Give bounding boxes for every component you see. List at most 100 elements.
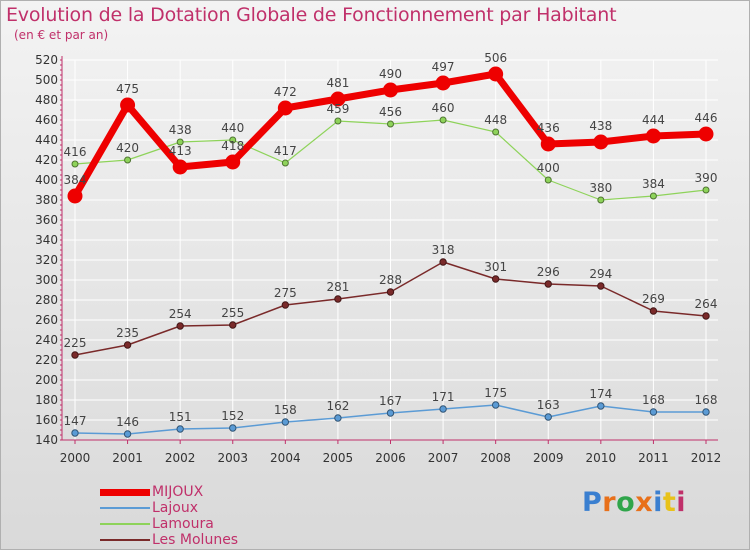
- data-label-lamoura: 380: [589, 181, 612, 195]
- legend-swatch: [100, 507, 150, 509]
- data-point-lajoux: [597, 402, 605, 410]
- y-tick-label: 280: [35, 293, 58, 307]
- data-label-mijoux: 506: [484, 51, 507, 65]
- x-tick-label: 2008: [480, 451, 511, 465]
- y-tick-label: 420: [35, 153, 58, 167]
- data-label-lajoux: 167: [379, 394, 402, 408]
- y-tick-label: 180: [35, 393, 58, 407]
- data-point-mijoux: [435, 75, 451, 91]
- data-label-lamoura: 416: [64, 145, 87, 159]
- y-tick-label: 520: [35, 53, 58, 67]
- data-label-lajoux: 174: [589, 387, 612, 401]
- legend-label: MIJOUX: [152, 484, 204, 500]
- data-point-les-molunes: [281, 301, 290, 309]
- data-point-mijoux: [67, 188, 83, 204]
- data-label-lajoux: 162: [326, 399, 349, 413]
- legend-swatch: [100, 539, 150, 541]
- data-label-les-molunes: 281: [326, 280, 349, 294]
- data-label-lamoura: 460: [432, 101, 455, 115]
- data-point-lajoux: [439, 405, 447, 413]
- y-tick-label: 240: [35, 333, 58, 347]
- data-label-les-molunes: 318: [432, 243, 455, 257]
- x-tick-label: 2011: [638, 451, 669, 465]
- data-point-mijoux: [488, 66, 504, 82]
- x-tick-label: 2001: [112, 451, 143, 465]
- data-label-mijoux: 438: [589, 119, 612, 133]
- data-point-lamoura: [387, 120, 394, 128]
- data-point-mijoux: [277, 100, 293, 116]
- data-point-lamoura: [124, 156, 132, 164]
- data-label-mijoux: 413: [169, 144, 192, 158]
- data-point-lamoura: [71, 160, 79, 168]
- data-point-mijoux: [330, 91, 346, 107]
- data-point-lamoura: [176, 138, 184, 146]
- data-label-les-molunes: 301: [484, 260, 507, 274]
- data-point-les-molunes: [386, 288, 395, 296]
- data-label-mijoux: 384: [64, 173, 87, 187]
- x-tick-label: 2004: [270, 451, 301, 465]
- logo-letter: i: [676, 487, 687, 518]
- data-label-lajoux: 147: [64, 414, 87, 428]
- data-point-mijoux: [383, 82, 398, 98]
- y-tick-label: 400: [35, 173, 58, 187]
- data-label-mijoux: 472: [274, 85, 297, 99]
- y-tick-label: 380: [35, 193, 58, 207]
- logo-letter: i: [653, 487, 663, 518]
- data-point-lamoura: [281, 159, 289, 167]
- y-tick-label: 140: [35, 433, 58, 447]
- data-point-lamoura: [544, 176, 552, 184]
- data-point-lajoux: [649, 408, 658, 416]
- y-tick-label: 260: [35, 313, 58, 327]
- data-label-les-molunes: 254: [169, 307, 192, 321]
- data-label-les-molunes: 225: [64, 336, 87, 350]
- data-point-lajoux: [71, 429, 79, 437]
- data-point-lamoura: [439, 116, 447, 124]
- data-label-lajoux: 158: [274, 403, 297, 417]
- data-label-mijoux: 490: [379, 67, 402, 81]
- data-point-lajoux: [702, 408, 710, 416]
- y-tick-label: 340: [35, 233, 58, 247]
- x-tick-label: 2000: [60, 451, 91, 465]
- x-tick-label: 2009: [533, 451, 564, 465]
- data-label-mijoux: 497: [432, 60, 455, 74]
- y-tick-label: 460: [35, 113, 58, 127]
- data-label-mijoux: 444: [642, 113, 665, 127]
- data-label-lajoux: 171: [432, 390, 455, 404]
- data-label-les-molunes: 288: [379, 273, 402, 287]
- data-label-lajoux: 175: [484, 386, 507, 400]
- data-point-les-molunes: [334, 295, 342, 303]
- data-point-les-molunes: [176, 322, 184, 330]
- y-tick-label: 500: [35, 73, 58, 87]
- data-point-lajoux: [544, 413, 552, 421]
- data-point-lamoura: [649, 192, 657, 200]
- data-point-les-molunes: [229, 321, 237, 329]
- data-label-lajoux: 152: [221, 409, 244, 423]
- chart-title: Evolution de la Dotation Globale de Fonc…: [6, 4, 617, 26]
- data-label-lamoura: 417: [274, 144, 297, 158]
- data-point-mijoux: [698, 126, 714, 142]
- legend-label: Lajoux: [152, 500, 198, 516]
- data-point-les-molunes: [491, 275, 500, 283]
- y-tick-label: 320: [35, 253, 58, 267]
- axes: 140 160 180 200 220 240 260 280 300 320 340 360 380 4…: [35, 53, 721, 465]
- data-point-lamoura: [492, 128, 500, 136]
- data-label-lamoura: 456: [379, 105, 402, 119]
- data-point-les-molunes: [439, 258, 447, 266]
- data-point-lajoux: [386, 409, 395, 417]
- data-label-lamoura: 459: [326, 102, 349, 116]
- data-label-les-molunes: 294: [589, 267, 612, 281]
- data-label-mijoux: 436: [537, 121, 560, 135]
- data-point-lamoura: [702, 186, 710, 194]
- data-point-mijoux: [593, 134, 609, 150]
- data-label-lajoux: 151: [169, 410, 192, 424]
- data-label-mijoux: 446: [695, 111, 718, 125]
- data-point-les-molunes: [544, 280, 552, 288]
- legend-label: Les Molunes: [152, 532, 239, 548]
- data-point-mijoux: [172, 159, 188, 175]
- data-label-lajoux: 168: [695, 393, 718, 407]
- data-label-lamoura: 448: [484, 113, 507, 127]
- data-point-mijoux: [225, 154, 241, 170]
- logo-letter: o: [616, 487, 636, 518]
- x-tick-label: 2005: [323, 451, 354, 465]
- data-label-lamoura: 440: [221, 121, 244, 135]
